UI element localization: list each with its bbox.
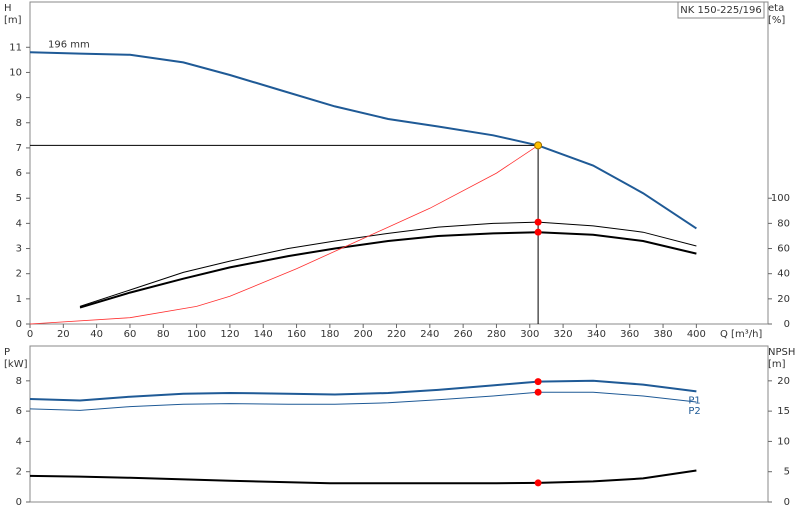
x-tick-label: 160 — [287, 329, 306, 340]
y-tick-label: 11 — [9, 42, 22, 53]
y-tick-label: 9 — [16, 93, 22, 104]
y-tick-label: 10 — [9, 67, 22, 78]
chart-title: NK 150-225/196 — [680, 5, 761, 16]
x-tick-label: 280 — [487, 329, 506, 340]
y2-tick-label: 10 — [777, 436, 790, 447]
operating-point — [534, 378, 542, 386]
curve — [29, 379, 697, 402]
x-tick-label: 120 — [220, 329, 239, 340]
y2-tick-label: 40 — [777, 269, 790, 280]
y-tick-label: 6 — [16, 406, 22, 417]
y2-tick-label: 100 — [771, 193, 790, 204]
y-tick-label: 3 — [16, 244, 22, 255]
y2-tick-label: 60 — [777, 244, 790, 255]
curve — [79, 231, 697, 309]
curve — [79, 221, 697, 307]
y-tick-label: 8 — [16, 118, 22, 129]
x-tick-label: 140 — [254, 329, 273, 340]
operating-point — [534, 388, 542, 396]
x-tick-label: 0 — [27, 329, 33, 340]
y-tick-label: 1 — [16, 294, 22, 305]
x-tick-label: 20 — [57, 329, 70, 340]
x-tick-label: 360 — [620, 329, 639, 340]
series-label: P2 — [688, 406, 700, 417]
plot-frame — [29, 1, 769, 325]
y-tick-label: 4 — [16, 218, 22, 229]
operating-point — [534, 228, 542, 236]
y2-axis-label: eta — [768, 3, 784, 14]
x-tick-label: 320 — [554, 329, 573, 340]
x-tick-label: 340 — [587, 329, 606, 340]
x-tick-label: 200 — [354, 329, 373, 340]
y-tick-label: 8 — [16, 376, 22, 387]
y2-tick-label: 80 — [777, 218, 790, 229]
y-tick-label: 0 — [16, 319, 22, 330]
x-tick-label: 220 — [387, 329, 406, 340]
y-tick-label: 6 — [16, 168, 22, 179]
x-tick-label: 100 — [187, 329, 206, 340]
curve — [29, 391, 697, 411]
series-label: 196 mm — [48, 39, 90, 50]
operating-point — [534, 479, 542, 487]
y2-tick-label: 20 — [777, 294, 790, 305]
y2-tick-label: 15 — [777, 406, 790, 417]
x-tick-label: 380 — [654, 329, 673, 340]
y2-tick-label: 20 — [777, 376, 790, 387]
y-tick-label: 4 — [16, 436, 22, 447]
y-tick-label: 2 — [16, 467, 22, 478]
operating-point — [534, 141, 543, 150]
series-label: P1 — [688, 395, 700, 406]
curve — [29, 469, 697, 485]
y-axis-unit: [m] — [4, 15, 22, 26]
x-tick-label: 60 — [124, 329, 137, 340]
x-tick-label: 80 — [157, 329, 170, 340]
operating-point — [534, 218, 542, 226]
y2-tick-label: 0 — [784, 319, 790, 330]
y2-axis-unit: [%] — [768, 15, 785, 26]
y2-axis-unit: [m] — [768, 359, 786, 370]
x-tick-label: 260 — [454, 329, 473, 340]
y-tick-label: 7 — [16, 143, 22, 154]
title-box — [677, 1, 765, 19]
y-axis-label: H — [4, 3, 12, 14]
y-tick-label: 0 — [16, 497, 22, 508]
x-tick-label: 40 — [90, 329, 103, 340]
x-tick-label: 240 — [420, 329, 439, 340]
x-tick-label: 300 — [520, 329, 539, 340]
y-tick-label: 2 — [16, 269, 22, 280]
x-tick-label: 180 — [320, 329, 339, 340]
y-tick-label: 5 — [16, 193, 22, 204]
y-axis-unit: [kW] — [4, 359, 28, 370]
plot-frame — [29, 345, 769, 503]
y2-tick-label: 0 — [784, 497, 790, 508]
curve — [29, 145, 539, 325]
y-axis-label: P — [4, 347, 10, 358]
y2-axis-label: NPSH — [768, 347, 795, 358]
curve — [29, 51, 697, 230]
x-axis-label: Q [m³/h] — [720, 329, 762, 340]
x-tick-label: 400 — [687, 329, 706, 340]
y2-tick-label: 5 — [784, 467, 790, 478]
